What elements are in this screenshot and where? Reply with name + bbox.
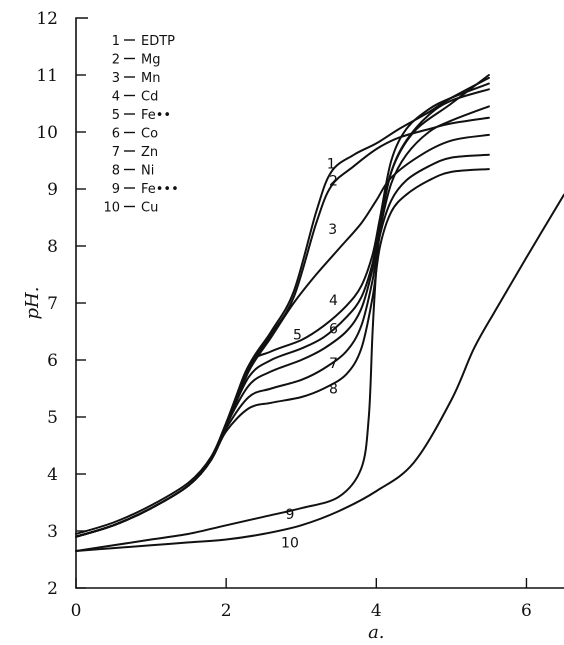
y-tick-label: 9	[47, 180, 58, 200]
curve-7	[75, 153, 490, 538]
legend-number: 1	[112, 34, 120, 49]
legend-name: EDTP	[141, 34, 175, 49]
y-tick-label: 8	[47, 237, 58, 257]
x-axis-label: a.	[368, 622, 384, 643]
curve-10	[75, 193, 564, 552]
legend-number: 4	[112, 90, 120, 105]
legend-name: Fe••	[141, 108, 171, 123]
legend-number: 6	[112, 127, 120, 142]
legend-item-6: 6 Co	[112, 127, 158, 142]
legend-name: Mg	[141, 53, 160, 68]
curve-label-8: 8	[329, 382, 338, 398]
legend-number: 7	[112, 145, 120, 160]
legend-item-5: 5 Fe••	[112, 108, 171, 123]
legend-item-3: 3 Mn	[112, 71, 161, 86]
legend-number: 3	[112, 71, 120, 86]
curve-8	[75, 168, 490, 538]
y-tick-label: 10	[36, 123, 58, 143]
curve-label-10: 10	[281, 535, 299, 551]
y-axis-label: pH.	[22, 287, 43, 320]
legend-name: Zn	[141, 145, 158, 160]
legend-name: Cd	[141, 90, 158, 105]
legend-item-2: 2 Mg	[112, 53, 161, 68]
x-axis-ticks: 0 2 4 6	[71, 578, 532, 621]
curve-label-9: 9	[286, 507, 295, 523]
legend-item-9: 9 Fe•••	[112, 182, 179, 197]
x-tick-label: 6	[521, 601, 532, 621]
curve-label-4: 4	[329, 293, 338, 309]
legend-item-1: 1 EDTP	[112, 34, 175, 49]
y-tick-label: 7	[47, 294, 58, 314]
y-tick-label: 6	[47, 351, 58, 371]
y-tick-label: 11	[36, 66, 58, 86]
y-axis-ticks: 2 3 4 5 6 7 8 9 10 11 12	[36, 9, 86, 599]
curve-label-7: 7	[329, 356, 338, 372]
legend-name: Mn	[141, 71, 160, 86]
x-tick-label: 4	[371, 601, 382, 621]
y-tick-label: 2	[47, 579, 58, 599]
y-tick-label: 4	[47, 465, 58, 485]
curve-label-3: 3	[328, 222, 337, 238]
legend-number: 10	[103, 201, 120, 216]
legend-item-10: 10 Cu	[103, 201, 158, 216]
legend-name: Co	[141, 127, 158, 142]
legend-number: 5	[112, 108, 120, 123]
legend-name: Ni	[141, 164, 154, 179]
curve-labels-group: 12 3 4 5 6 7 8 9 10	[281, 156, 338, 551]
legend-name: Fe•••	[141, 182, 179, 197]
legend-item-7: 7 Zn	[112, 145, 158, 160]
curve-9	[75, 74, 490, 552]
curve-1	[75, 76, 490, 535]
x-tick-label: 2	[221, 601, 232, 621]
legend-number: 9	[112, 182, 120, 197]
chart-axes	[75, 17, 564, 589]
legend-item-8: 8 Ni	[112, 164, 155, 179]
legend-item-4: 4 Cd	[112, 90, 159, 105]
legend-name: Cu	[141, 201, 158, 216]
y-tick-label: 12	[36, 9, 58, 29]
legend-number: 8	[112, 164, 120, 179]
x-tick-label: 0	[71, 601, 82, 621]
y-tick-label: 5	[47, 408, 58, 428]
curves-group	[75, 74, 564, 552]
curve-label-1: 1	[327, 156, 336, 172]
legend: 1 EDTP 2 Mg 3 Mn 4 Cd 5 Fe•• 6 Co 7 Zn 8 Ni 9 Fe••• 10 Cu	[103, 34, 178, 216]
curve-3	[75, 133, 490, 538]
curve-label-6: 6	[329, 322, 338, 338]
curve-label-2: 2	[329, 173, 338, 189]
curve-label-5: 5	[293, 327, 302, 343]
legend-number: 2	[112, 53, 120, 68]
y-tick-label: 3	[47, 522, 58, 542]
